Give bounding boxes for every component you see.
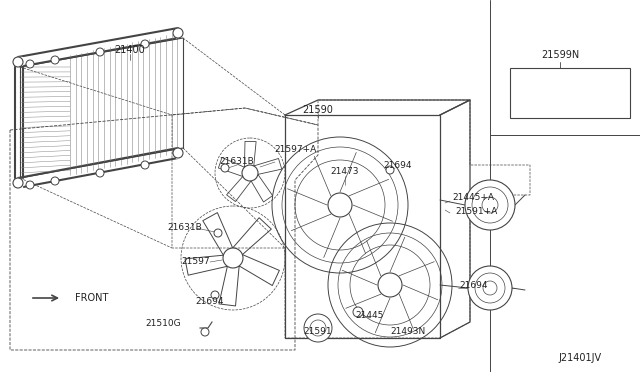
Text: 21631B: 21631B — [168, 224, 202, 232]
Circle shape — [173, 148, 183, 158]
Text: 21510G: 21510G — [145, 318, 181, 327]
Polygon shape — [176, 148, 182, 158]
Circle shape — [483, 281, 497, 295]
Circle shape — [26, 60, 34, 68]
Circle shape — [304, 314, 332, 342]
Text: 21694: 21694 — [459, 282, 488, 291]
Circle shape — [386, 166, 394, 174]
Text: FRONT: FRONT — [75, 293, 108, 303]
Circle shape — [13, 178, 23, 188]
Circle shape — [223, 248, 243, 268]
Circle shape — [328, 193, 352, 217]
Polygon shape — [16, 178, 22, 188]
Text: 21445+A: 21445+A — [452, 193, 494, 202]
Circle shape — [482, 197, 498, 213]
Circle shape — [51, 177, 59, 185]
Text: 21591+A: 21591+A — [455, 206, 497, 215]
Circle shape — [51, 56, 59, 64]
Polygon shape — [16, 57, 22, 67]
Text: 21597+A: 21597+A — [274, 145, 316, 154]
Text: 21400: 21400 — [115, 45, 145, 55]
Text: 21597: 21597 — [182, 257, 211, 266]
Circle shape — [353, 307, 363, 317]
Circle shape — [214, 229, 222, 237]
Text: J21401JV: J21401JV — [559, 353, 602, 363]
Circle shape — [141, 161, 149, 169]
Text: 21694: 21694 — [384, 160, 412, 170]
Circle shape — [141, 40, 149, 48]
Circle shape — [242, 165, 258, 181]
Text: 21631B: 21631B — [220, 157, 254, 167]
Text: 21694: 21694 — [196, 298, 224, 307]
Circle shape — [173, 28, 183, 38]
Text: 21445: 21445 — [356, 311, 384, 320]
Text: 21473: 21473 — [331, 167, 359, 176]
Text: 21493N: 21493N — [390, 327, 426, 337]
Text: 21599N: 21599N — [541, 50, 579, 60]
Bar — [510, 68, 630, 118]
Circle shape — [96, 169, 104, 177]
Text: 21591: 21591 — [304, 327, 332, 337]
Circle shape — [201, 328, 209, 336]
Circle shape — [26, 181, 34, 189]
Text: 21590: 21590 — [303, 105, 333, 115]
Circle shape — [221, 164, 229, 172]
Text: ⚠ CAUTION/ATTENTION: ⚠ CAUTION/ATTENTION — [529, 71, 611, 77]
Circle shape — [378, 273, 402, 297]
Circle shape — [211, 291, 219, 299]
Circle shape — [465, 180, 515, 230]
Circle shape — [468, 266, 512, 310]
Circle shape — [13, 57, 23, 67]
Circle shape — [96, 48, 104, 56]
Polygon shape — [176, 28, 182, 38]
